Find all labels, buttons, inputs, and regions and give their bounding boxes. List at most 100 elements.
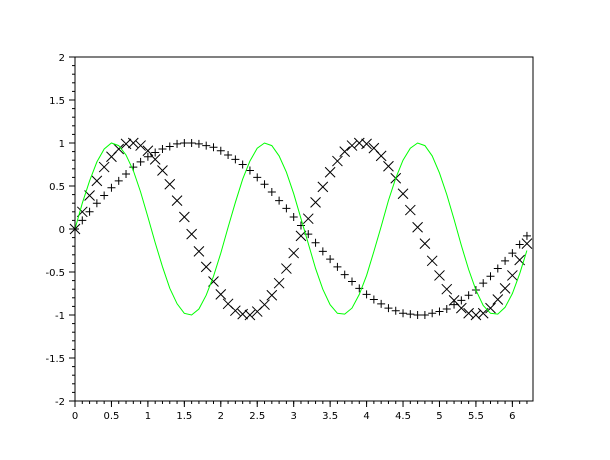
plus-marker [85,207,94,216]
cross-marker [157,165,168,176]
plus-marker [296,221,305,230]
y-tick-label: -0.5 [45,268,65,279]
y-tick-label: 0 [59,225,65,236]
x-tick-label: 0 [72,411,78,422]
plus-marker [493,264,502,273]
plus-marker [267,188,276,197]
x-tick-label: 5 [436,411,442,422]
cross-marker [492,294,504,305]
y-tick-label: -2 [55,397,65,408]
plus-marker [450,300,459,309]
plus-marker [326,255,335,264]
plus-marker [253,173,262,182]
plus-marker [362,290,371,299]
plus-marker [399,309,408,318]
plus-marker [202,141,211,150]
y-tick-label: 1 [59,139,65,150]
plus-marker [428,309,437,318]
axes: 0 0.5 1 1.5 2 2.5 3 3.5 4 4.5 5 5.5 6 -2 -1.5 -1 -0.5 0 0.… [45,53,528,422]
plus-marker [224,151,233,160]
y-tick-label: -1.5 [45,354,65,365]
x-tick-label: 2.5 [249,411,265,422]
cross-marker [288,247,300,259]
cross-marker [434,270,445,281]
cross-marker [361,138,372,150]
cross-marker [375,150,387,162]
x-tick-label: 4.5 [395,411,411,422]
cross-marker [317,181,329,193]
plus-marker [522,231,531,240]
cross-marker [477,307,489,319]
plus-marker [238,160,247,169]
plus-marker [245,166,254,175]
plus-marker [260,180,269,189]
plot-area [69,137,533,321]
y-tick-label: 0.5 [49,182,65,193]
cross-marker [426,255,438,267]
x-tick-label: 2 [218,411,224,422]
plus-marker [442,304,451,313]
plus-marker [122,169,131,178]
plus-marker [216,146,225,155]
cross-marker [419,238,431,249]
plus-marker [384,304,393,313]
cross-marker [186,228,197,240]
plus-marker [413,311,422,319]
cross-marker [404,204,416,216]
cross-marker [215,289,227,300]
plus-marker [151,148,160,157]
plus-marker [464,291,473,300]
cross-marker [412,221,423,233]
plus-marker [377,299,386,308]
x-tick-label: 3.5 [322,411,338,422]
plus-marker [187,139,196,147]
plus-marker [92,199,101,208]
cross-marker [470,309,482,321]
plus-marker [318,247,327,256]
plus-marker [275,196,284,205]
cross-marker [499,282,511,294]
cross-marker [281,263,292,274]
cross-marker [98,161,110,173]
cross-marker [441,283,453,295]
plus-marker [420,311,429,319]
plus-marker [136,157,145,166]
cross-marker [171,195,183,206]
cross-marker [507,270,518,281]
cross-marker [91,175,103,187]
y-tick-label: -1 [55,311,65,322]
cross-marker [135,140,146,151]
cross-marker [346,140,358,151]
plus-marker [180,139,189,147]
plus-marker [486,272,495,281]
x-tick-label: 0.5 [103,411,119,422]
plus-marker [209,143,218,152]
plus-marker [78,216,87,225]
cross-marker [455,302,467,314]
x-tick-label: 1 [145,411,151,422]
cross-marker [127,137,139,149]
plus-marker [479,279,488,288]
cross-marker [463,307,474,319]
plus-marker [282,204,291,213]
plus-marker [508,249,517,258]
cross-marker [397,188,409,200]
plus-marker [501,256,510,265]
series-line-2 [74,142,528,316]
plus-marker [391,306,400,315]
plus-marker [143,152,152,161]
plus-marker [173,139,182,148]
cross-marker [339,146,351,157]
cross-marker [295,230,307,242]
y-tick-label: 1.5 [49,96,65,107]
cross-marker [178,211,190,223]
plus-marker [100,191,109,200]
plus-marker [114,176,123,185]
plus-marker [457,296,466,305]
plus-marker [369,295,378,304]
cross-marker [113,143,125,155]
x-tick-label: 5.5 [468,411,484,422]
plus-marker [165,142,174,151]
cross-marker [332,155,343,167]
